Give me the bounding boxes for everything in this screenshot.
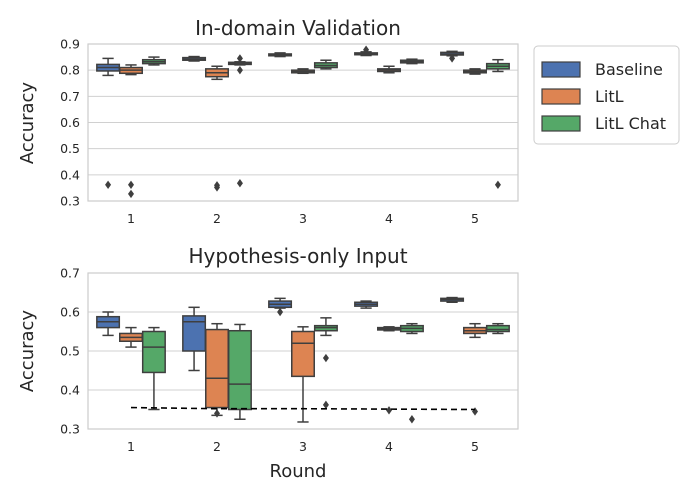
y-tick-label: 0.7 [60, 89, 80, 104]
outlier-point [363, 45, 370, 54]
x-tick-label: 5 [471, 211, 479, 226]
outlier-point [236, 179, 243, 188]
x-tick-label: 2 [213, 439, 221, 454]
boxes-top [96, 45, 510, 199]
y-tick-label: 0.3 [60, 422, 80, 437]
x-ticks-bottom: 1 2 3 4 5 [127, 439, 479, 454]
outlier-point [128, 180, 134, 189]
y-axis-label-top: Accuracy [17, 82, 38, 165]
y-tick-label: 0.9 [60, 37, 80, 52]
x-tick-label: 2 [213, 211, 221, 226]
box [485, 324, 510, 333]
y-tick-label: 0.8 [60, 63, 80, 78]
panel-in-domain-validation: In-domain Validation Accuracy 0.30.40.50… [17, 16, 519, 226]
y-tick-label: 0.5 [60, 344, 80, 359]
legend-swatch [541, 88, 581, 105]
y-tick-label: 0.4 [60, 167, 80, 182]
outlier-point [472, 407, 478, 416]
axes-frame-top [87, 43, 519, 202]
x-tick-label: 5 [471, 439, 479, 454]
outlier-point [105, 180, 112, 189]
outlier-point [214, 409, 220, 418]
box [141, 330, 166, 374]
axes-frame-bottom [87, 272, 519, 430]
x-tick-label: 4 [385, 439, 393, 454]
legend-swatch [541, 61, 581, 78]
outlier-point [322, 353, 329, 363]
outlier-point [449, 54, 456, 63]
legend-swatch [541, 115, 581, 132]
x-axis-label-bottom: Round [270, 461, 327, 482]
outlier-point [386, 406, 392, 415]
box [205, 328, 229, 409]
reference-line [130, 406, 476, 411]
x-tick-label: 1 [127, 211, 135, 226]
legend-label: Baseline [595, 60, 663, 79]
y-ticks-top: 0.3 0.4 0.5 0.6 0.7 0.8 0.9 [60, 37, 80, 209]
outlier-point [277, 307, 284, 317]
outlier-point [408, 415, 415, 424]
y-tick-label: 0.7 [60, 266, 80, 281]
outlier-point [128, 189, 134, 199]
chart-title-bottom: Hypothesis-only Input [188, 244, 407, 268]
outlier-point [214, 183, 220, 192]
panel-hypothesis-only-input: Hypothesis-only Input Accuracy Round 0.3… [17, 244, 519, 482]
x-tick-label: 3 [299, 211, 307, 226]
legend: Baseline LitL LitL Chat [533, 45, 680, 145]
box [227, 329, 252, 411]
boxes-bottom [96, 296, 510, 424]
x-tick-label: 4 [385, 211, 393, 226]
outlier-point [494, 180, 501, 189]
box [291, 330, 315, 378]
x-tick-label: 1 [127, 439, 135, 454]
outlier-point [236, 65, 243, 75]
y-tick-label: 0.6 [60, 305, 80, 320]
x-tick-label: 3 [299, 439, 307, 454]
y-tick-label: 0.5 [60, 141, 80, 156]
legend-label: LitL [595, 87, 624, 106]
outlier-point [236, 54, 243, 63]
y-tick-label: 0.4 [60, 383, 80, 398]
chart-title-top: In-domain Validation [195, 16, 401, 40]
y-ticks-bottom: 0.3 0.4 0.5 0.6 0.7 [60, 266, 80, 437]
y-tick-label: 0.6 [60, 115, 80, 130]
y-tick-label: 0.3 [60, 194, 80, 209]
legend-label: LitL Chat [595, 114, 666, 133]
grid-top [88, 43, 518, 202]
x-ticks-top: 1 2 3 4 5 [127, 211, 479, 226]
y-axis-label-bottom: Accuracy [17, 310, 38, 393]
outlier-point [322, 400, 329, 410]
